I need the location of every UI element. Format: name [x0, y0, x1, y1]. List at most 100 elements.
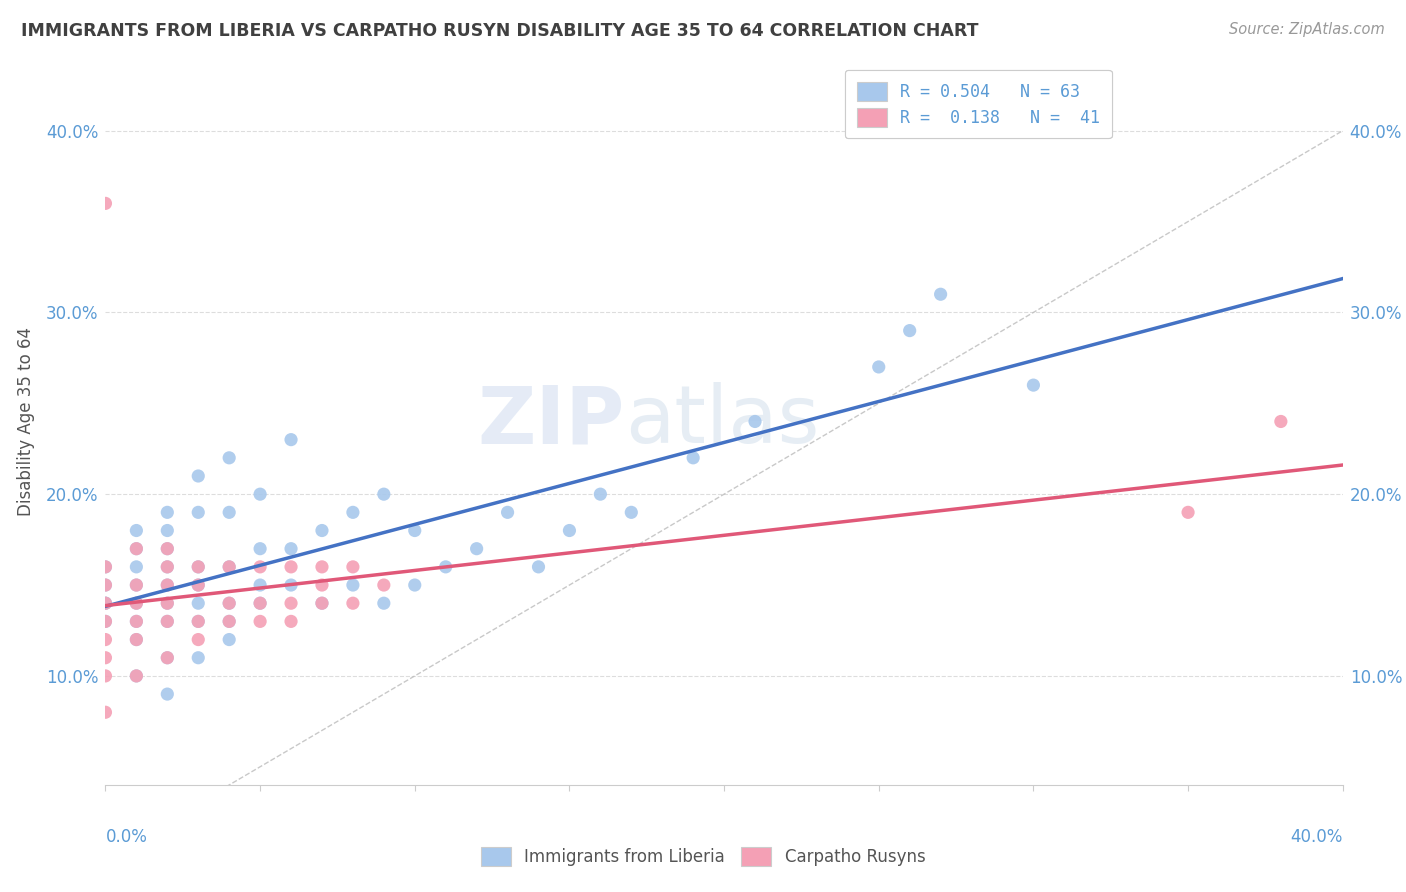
- Point: [187, 632, 209, 647]
- Point: [682, 450, 704, 465]
- Point: [94, 615, 117, 629]
- Point: [249, 596, 271, 610]
- Point: [373, 578, 395, 592]
- Point: [280, 615, 302, 629]
- Point: [94, 632, 117, 647]
- Point: [620, 505, 643, 519]
- Point: [249, 615, 271, 629]
- Point: [187, 596, 209, 610]
- Point: [280, 560, 302, 574]
- Point: [249, 487, 271, 501]
- Point: [125, 632, 148, 647]
- Point: [187, 650, 209, 665]
- Point: [218, 450, 240, 465]
- Text: Source: ZipAtlas.com: Source: ZipAtlas.com: [1229, 22, 1385, 37]
- Point: [187, 615, 209, 629]
- Point: [94, 578, 117, 592]
- Point: [156, 615, 179, 629]
- Point: [527, 560, 550, 574]
- Point: [187, 505, 209, 519]
- Point: [125, 560, 148, 574]
- Point: [898, 324, 921, 338]
- Point: [187, 578, 209, 592]
- Point: [342, 505, 364, 519]
- Legend: R = 0.504   N = 63, R =  0.138   N =  41: R = 0.504 N = 63, R = 0.138 N = 41: [845, 70, 1112, 138]
- Y-axis label: Disability Age 35 to 64: Disability Age 35 to 64: [17, 327, 35, 516]
- Point: [342, 560, 364, 574]
- Point: [125, 578, 148, 592]
- Point: [280, 433, 302, 447]
- Point: [125, 669, 148, 683]
- Point: [187, 560, 209, 574]
- Point: [218, 596, 240, 610]
- Point: [218, 632, 240, 647]
- Point: [94, 669, 117, 683]
- Point: [125, 632, 148, 647]
- Point: [373, 487, 395, 501]
- Point: [496, 505, 519, 519]
- Point: [187, 469, 209, 483]
- Point: [94, 560, 117, 574]
- Point: [125, 596, 148, 610]
- Point: [218, 560, 240, 574]
- Point: [125, 541, 148, 556]
- Point: [589, 487, 612, 501]
- Point: [280, 596, 302, 610]
- Text: IMMIGRANTS FROM LIBERIA VS CARPATHO RUSYN DISABILITY AGE 35 TO 64 CORRELATION CH: IMMIGRANTS FROM LIBERIA VS CARPATHO RUSY…: [21, 22, 979, 40]
- Point: [404, 524, 426, 538]
- Point: [218, 615, 240, 629]
- Point: [94, 560, 117, 574]
- Point: [94, 615, 117, 629]
- Point: [311, 596, 333, 610]
- Point: [156, 560, 179, 574]
- Point: [94, 596, 117, 610]
- Point: [94, 578, 117, 592]
- Point: [218, 596, 240, 610]
- Point: [868, 359, 890, 374]
- Point: [94, 705, 117, 719]
- Point: [434, 560, 457, 574]
- Point: [342, 596, 364, 610]
- Point: [311, 560, 333, 574]
- Point: [125, 578, 148, 592]
- Text: atlas: atlas: [626, 383, 820, 460]
- Point: [249, 596, 271, 610]
- Point: [218, 505, 240, 519]
- Point: [1022, 378, 1045, 392]
- Point: [373, 596, 395, 610]
- Point: [187, 615, 209, 629]
- Point: [156, 615, 179, 629]
- Point: [404, 578, 426, 592]
- Point: [125, 615, 148, 629]
- Point: [156, 650, 179, 665]
- Point: [125, 669, 148, 683]
- Point: [249, 578, 271, 592]
- Point: [94, 196, 117, 211]
- Text: 40.0%: 40.0%: [1291, 828, 1343, 846]
- Point: [94, 596, 117, 610]
- Point: [94, 596, 117, 610]
- Point: [94, 650, 117, 665]
- Point: [156, 596, 179, 610]
- Point: [218, 615, 240, 629]
- Point: [311, 578, 333, 592]
- Point: [156, 524, 179, 538]
- Point: [249, 560, 271, 574]
- Point: [249, 541, 271, 556]
- Point: [280, 578, 302, 592]
- Point: [156, 541, 179, 556]
- Point: [558, 524, 581, 538]
- Point: [125, 615, 148, 629]
- Point: [156, 560, 179, 574]
- Point: [187, 560, 209, 574]
- Point: [1270, 414, 1292, 428]
- Text: 0.0%: 0.0%: [105, 828, 148, 846]
- Point: [156, 578, 179, 592]
- Legend: Immigrants from Liberia, Carpatho Rusyns: Immigrants from Liberia, Carpatho Rusyns: [472, 838, 934, 875]
- Point: [342, 578, 364, 592]
- Point: [156, 650, 179, 665]
- Point: [218, 560, 240, 574]
- Point: [156, 687, 179, 701]
- Point: [125, 524, 148, 538]
- Point: [280, 541, 302, 556]
